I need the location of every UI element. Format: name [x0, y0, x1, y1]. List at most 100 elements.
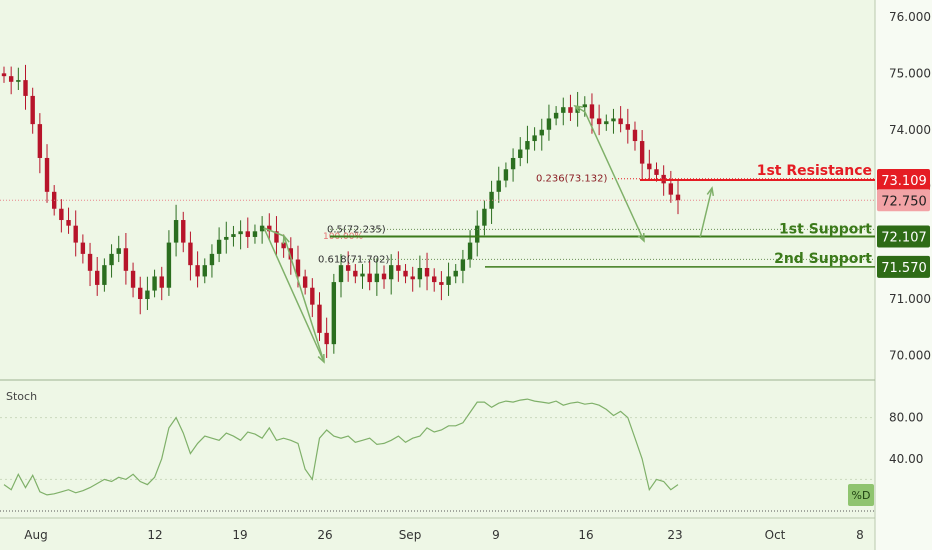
- candle-body: [302, 276, 308, 288]
- candle-body: [152, 276, 157, 291]
- candle-body: [553, 112, 559, 119]
- candle-body: [295, 259, 301, 277]
- x-tick-label: Oct: [765, 528, 786, 542]
- x-tick-label: 9: [492, 528, 500, 542]
- support-2-badge-bg: [877, 255, 930, 278]
- resistance-label: 1st Resistance: [757, 163, 872, 179]
- candle-body: [639, 141, 645, 164]
- candle-body: [518, 149, 523, 158]
- candle-body: [8, 76, 14, 82]
- projection-link: [263, 227, 285, 237]
- fib-05-label: 0.5(72.235): [327, 224, 386, 235]
- candle-body: [647, 163, 652, 170]
- stoch-d-line: [3, 398, 679, 496]
- candle-body: [539, 129, 544, 136]
- candle-body: [281, 242, 286, 249]
- support-1-badge: 72.107: [881, 231, 927, 246]
- y-tick-label: 74.000: [889, 123, 931, 137]
- support-2-label: 2nd Support: [774, 251, 872, 267]
- candle-body: [345, 265, 351, 271]
- fib-arrow-down-head: [637, 232, 645, 243]
- candle-body: [396, 265, 401, 271]
- candle-body: [145, 290, 150, 300]
- candle-body: [424, 267, 430, 277]
- candle-body: [87, 253, 93, 271]
- candle-body: [611, 118, 616, 122]
- candle-body: [446, 276, 451, 285]
- candle-body: [388, 265, 394, 280]
- candle-body: [123, 248, 129, 271]
- candle-body: [37, 124, 43, 158]
- candle-body: [245, 231, 250, 237]
- candle-body: [482, 208, 487, 226]
- candle-body: [66, 220, 71, 226]
- candle-body: [288, 248, 294, 260]
- current-price-badge: 72.750: [881, 194, 927, 209]
- candle-body: [181, 220, 186, 243]
- candle-body: [546, 118, 552, 130]
- candle-body: [654, 169, 659, 175]
- fib-0618-label: 0.618(71.702): [318, 254, 390, 265]
- candle-body: [44, 157, 50, 192]
- candle-body: [259, 225, 265, 232]
- stoch-tick-label: 40.00: [889, 452, 923, 466]
- fib-0236-label: 0.236(73.132): [536, 174, 608, 185]
- candle-body: [95, 270, 100, 285]
- candle-body: [231, 234, 236, 237]
- candle-body: [195, 265, 200, 277]
- resistance-badge-bg: [877, 169, 930, 192]
- candle-body: [353, 270, 358, 277]
- candle-body: [496, 180, 501, 192]
- candle-body: [410, 276, 415, 280]
- candle-body: [30, 95, 35, 125]
- stoch-legend-badge: [848, 484, 874, 506]
- candle-body: [224, 236, 229, 240]
- support-1-label: 1st Support: [779, 222, 872, 238]
- candle-body: [632, 129, 638, 142]
- candle-body: [589, 104, 595, 119]
- candle-body: [216, 239, 222, 254]
- candle-body: [417, 267, 423, 280]
- candle-body: [525, 141, 530, 150]
- candle-body: [604, 121, 609, 125]
- bounce-arrow-up-head: [706, 186, 715, 197]
- candle-body: [317, 304, 322, 333]
- candle-body: [467, 242, 473, 260]
- candle-body: [510, 157, 516, 170]
- candle-body: [59, 208, 64, 221]
- x-tick-label: 16: [578, 528, 593, 542]
- x-tick-label: 8: [856, 528, 864, 542]
- candle-body: [274, 231, 279, 243]
- candle-body: [338, 265, 344, 283]
- x-tick-label: 26: [317, 528, 332, 542]
- candle-body: [582, 104, 587, 108]
- candle-body: [238, 231, 243, 235]
- candle-body: [489, 191, 494, 209]
- y-tick-label: 76.000: [889, 10, 931, 24]
- candle-body: [561, 107, 566, 113]
- candle-body: [130, 270, 136, 288]
- stoch-tick-label: 80.00: [889, 411, 923, 425]
- candle-body: [173, 220, 179, 243]
- support-1-badge-bg: [877, 225, 930, 248]
- projection-arrow-swing-shaft: [283, 235, 325, 363]
- candle-body: [324, 332, 329, 345]
- y-tick-label: 70.000: [889, 348, 931, 362]
- candle-body: [453, 270, 458, 277]
- x-tick-label: 12: [147, 528, 162, 542]
- stoch-legend-label: %D: [852, 489, 871, 502]
- candle-body: [360, 273, 365, 277]
- candle-body: [166, 242, 172, 288]
- current-price-badge-bg: [877, 189, 930, 212]
- y-tick-label: 75.000: [889, 66, 931, 80]
- candle-body: [432, 276, 437, 283]
- candle-body: [138, 287, 143, 300]
- bounce-arrow-up: [699, 186, 715, 239]
- support-2-badge: 71.570: [881, 261, 927, 276]
- candle-body: [23, 80, 28, 96]
- projection-arrow-down-shaft: [263, 227, 325, 363]
- candle-body: [202, 265, 207, 277]
- x-tick-label: Aug: [24, 528, 47, 542]
- candle-body: [188, 242, 193, 266]
